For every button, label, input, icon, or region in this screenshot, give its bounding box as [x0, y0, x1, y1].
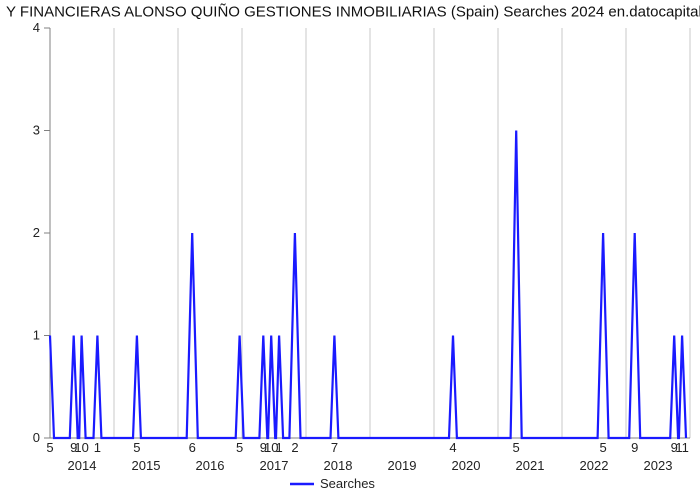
x-value-label: 5: [133, 440, 140, 455]
x-category-label: 2015: [132, 458, 161, 473]
chart-title: Y FINANCIERAS ALONSO QUIÑO GESTIONES INM…: [6, 3, 700, 20]
x-value-label: 9: [631, 440, 638, 455]
x-value-label: 5: [599, 440, 606, 455]
x-value-label: 7: [331, 440, 338, 455]
x-value-label: 5: [513, 440, 520, 455]
legend-label: Searches: [320, 476, 375, 491]
x-category-label: 2017: [260, 458, 289, 473]
x-value-label: 1: [94, 440, 101, 455]
x-value-label: 4: [449, 440, 456, 455]
x-category-label: 2023: [644, 458, 673, 473]
x-value-label: 5: [236, 440, 243, 455]
y-tick-label: 4: [33, 20, 40, 35]
x-category-label: 2018: [324, 458, 353, 473]
x-category-label: 2020: [452, 458, 481, 473]
plot-area: 0123459101565910127455991120142015201620…: [33, 20, 690, 473]
x-category-label: 2019: [388, 458, 417, 473]
y-tick-label: 0: [33, 430, 40, 445]
x-value-label: 6: [189, 440, 196, 455]
x-value-label: 2: [291, 440, 298, 455]
y-tick-label: 1: [33, 328, 40, 343]
x-category-label: 2014: [68, 458, 97, 473]
x-value-label: 1: [276, 440, 283, 455]
x-category-label: 2016: [196, 458, 225, 473]
x-value-label: 5: [46, 440, 53, 455]
legend: Searches: [290, 476, 375, 491]
y-tick-label: 3: [33, 123, 40, 138]
y-tick-label: 2: [33, 225, 40, 240]
searches-line-chart: Y FINANCIERAS ALONSO QUIÑO GESTIONES INM…: [0, 0, 700, 500]
x-category-label: 2021: [516, 458, 545, 473]
x-value-label: 10: [74, 440, 88, 455]
x-category-label: 2022: [580, 458, 609, 473]
x-value-label: 11: [675, 440, 689, 455]
